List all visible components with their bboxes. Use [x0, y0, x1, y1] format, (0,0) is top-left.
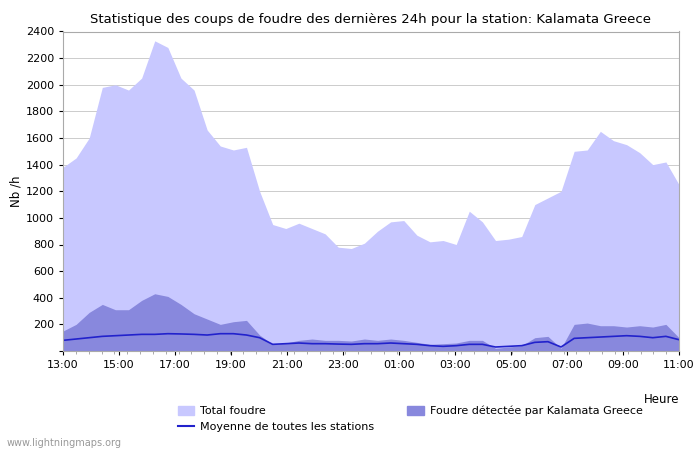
Title: Statistique des coups de foudre des dernières 24h pour la station: Kalamata Gree: Statistique des coups de foudre des dern…: [90, 13, 652, 26]
Y-axis label: Nb /h: Nb /h: [10, 176, 23, 207]
Legend: Total foudre, Moyenne de toutes les stations, Foudre détectée par Kalamata Greec: Total foudre, Moyenne de toutes les stat…: [174, 401, 647, 436]
Text: www.lightningmaps.org: www.lightningmaps.org: [7, 438, 122, 448]
Text: Heure: Heure: [643, 392, 679, 405]
